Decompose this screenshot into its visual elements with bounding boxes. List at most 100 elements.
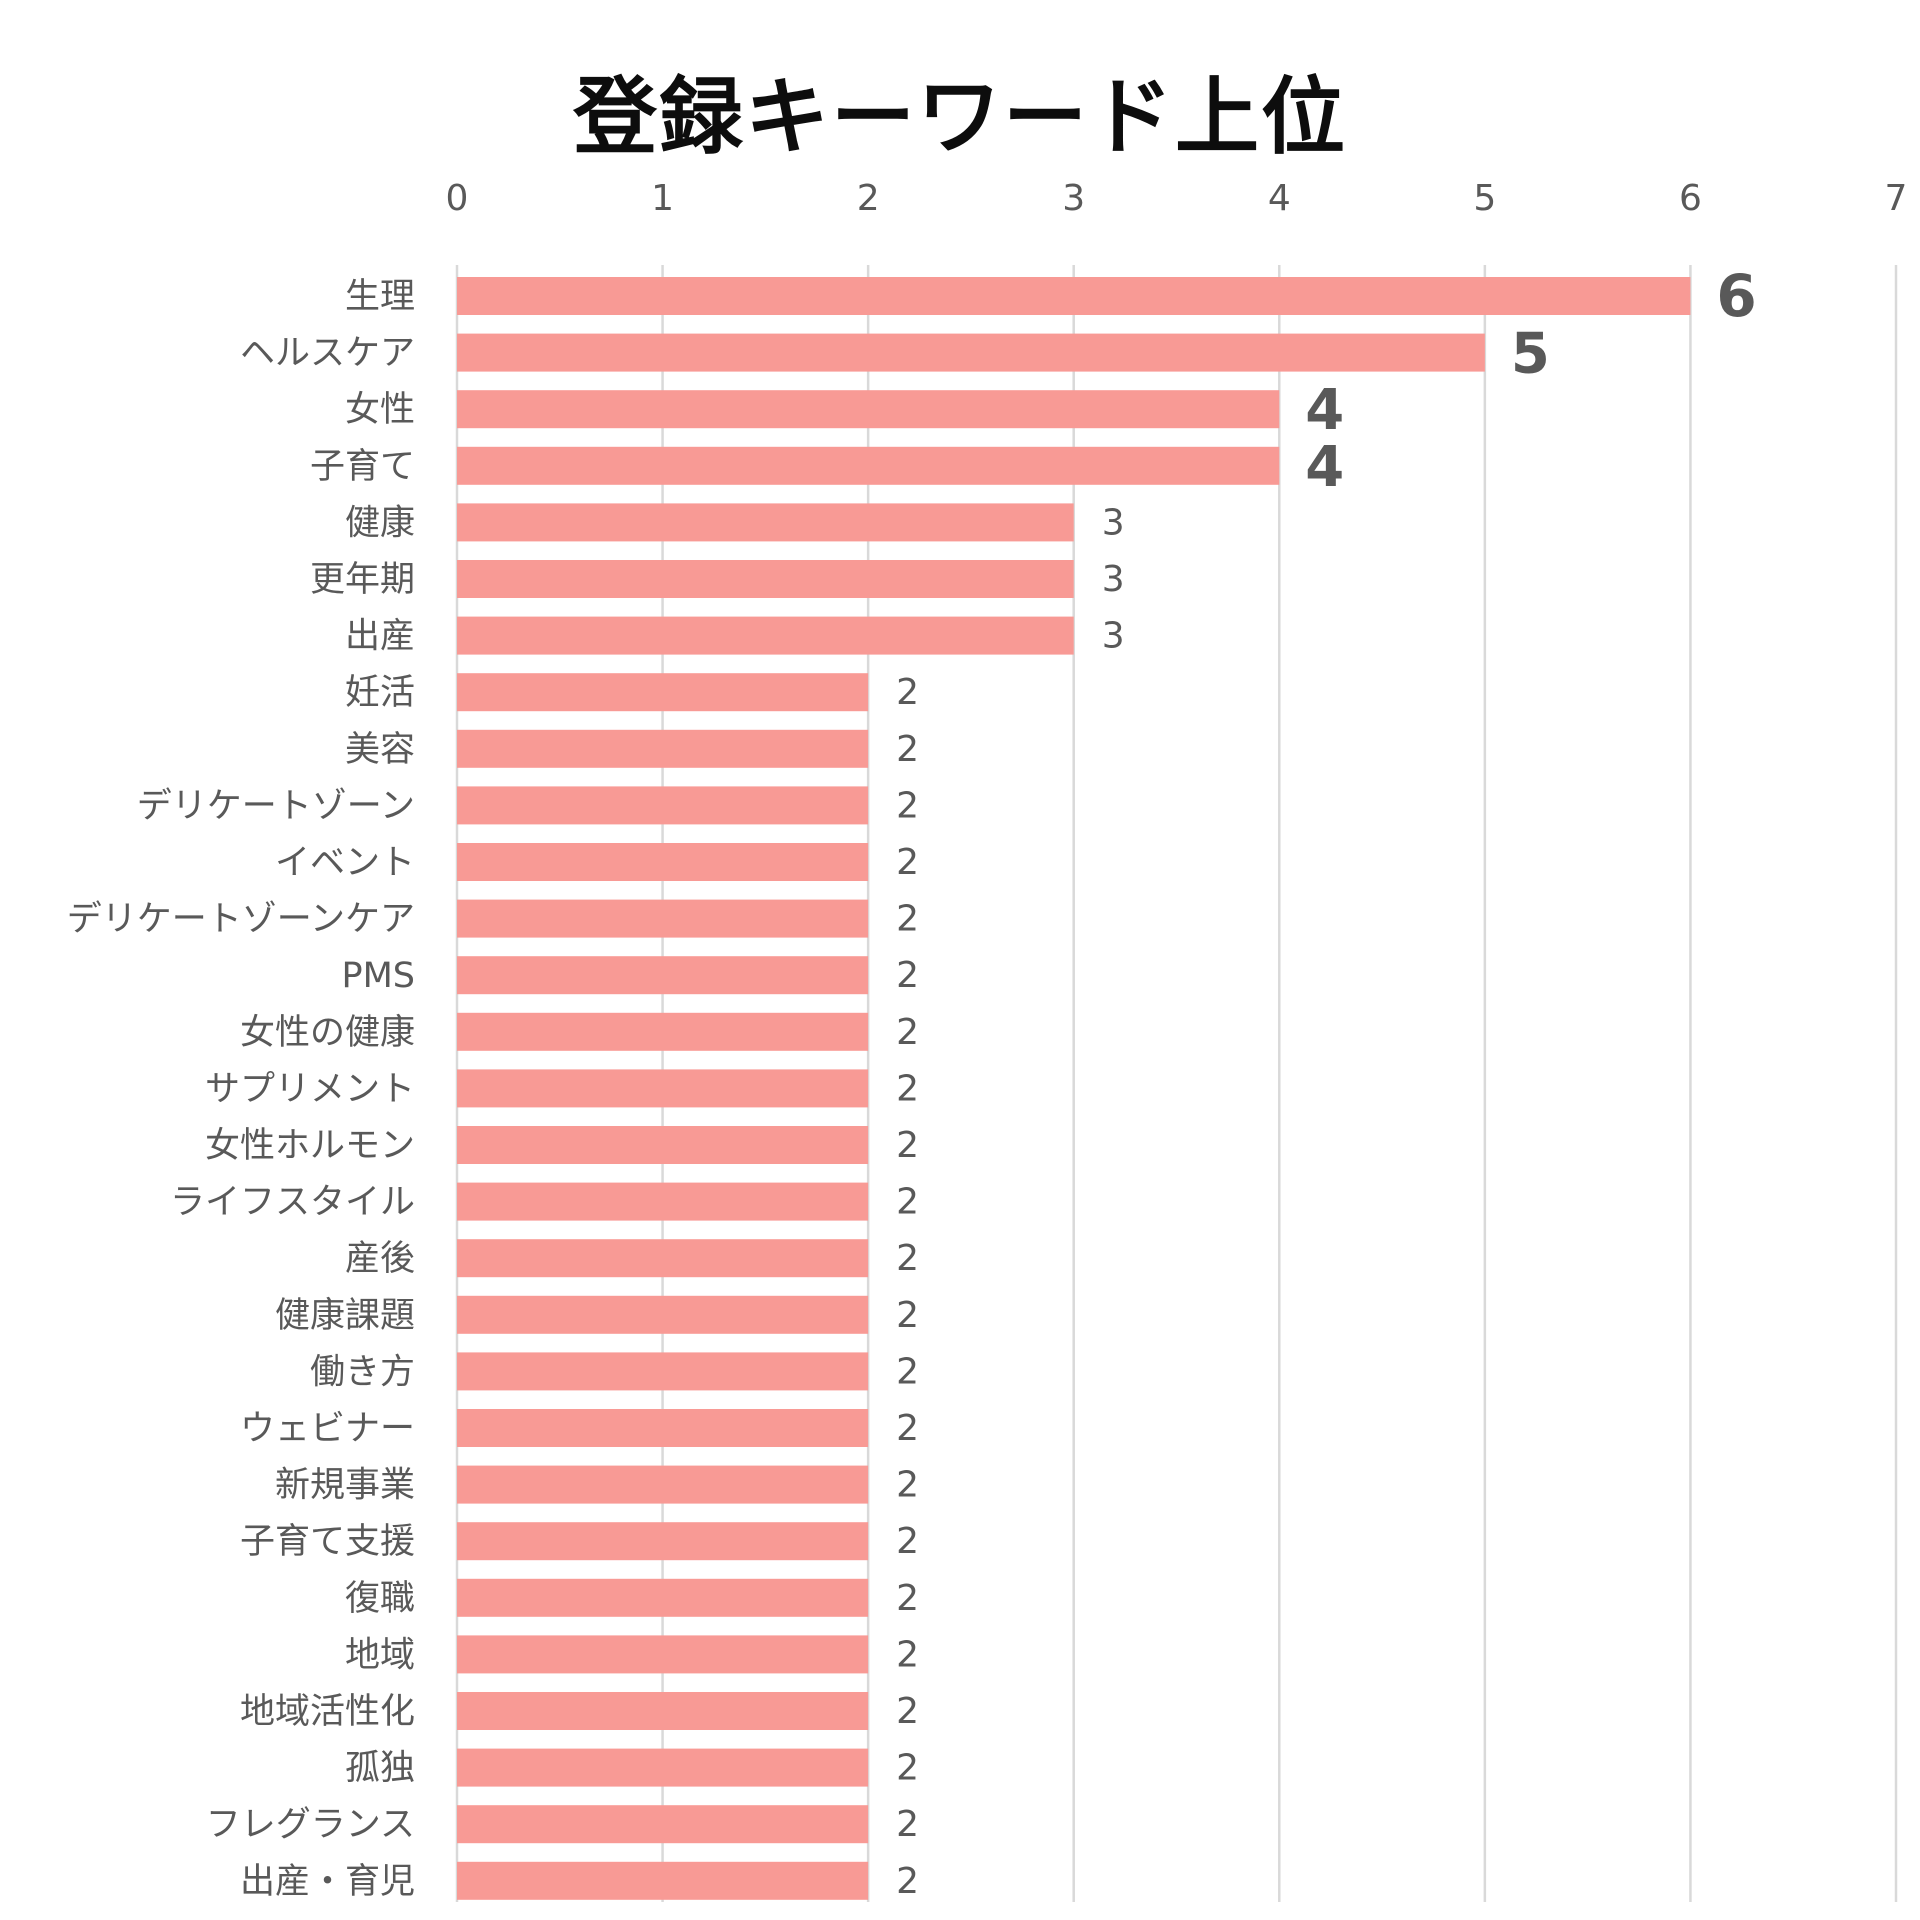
x-tick-label: 6 — [1679, 178, 1702, 219]
data-labels: 6 5 44 3 3 3 2 2 2 2 2 2 2 2 2 2 2 2 2 2 2 2 2 2 2 2 2 2 — [896, 262, 1757, 1902]
bar — [457, 1239, 869, 1278]
bar — [457, 277, 1691, 315]
bar — [457, 1182, 869, 1221]
bar — [457, 1861, 869, 1900]
chart-title: 登録キーワード上位 — [572, 68, 1347, 166]
category-label: デリケートゾーン — [137, 786, 415, 826]
bar — [457, 1465, 869, 1504]
data-label: 2 — [896, 729, 919, 770]
data-label: 4 — [1305, 435, 1344, 500]
bar — [457, 560, 1074, 598]
category-label: 女性 — [345, 390, 415, 430]
category-label: 新規事業 — [275, 1466, 415, 1506]
category-label: 女性ホルモン — [205, 1126, 415, 1166]
bar — [457, 1295, 869, 1334]
bar — [457, 786, 869, 825]
bar — [457, 1012, 869, 1051]
data-label: 3 — [1102, 559, 1125, 600]
x-tick-label: 4 — [1268, 178, 1291, 219]
data-label: 2 — [896, 1068, 919, 1109]
x-tick-label: 1 — [651, 178, 674, 219]
category-label: 孤独 — [345, 1749, 415, 1789]
data-label: 2 — [896, 1125, 919, 1166]
data-label: 2 — [896, 1861, 919, 1902]
category-label: PMS — [341, 956, 415, 996]
data-label: 2 — [896, 1465, 919, 1506]
x-axis-ticks: 0 1 2 3 4 5 6 7 — [446, 178, 1908, 219]
data-label: 2 — [896, 1012, 919, 1053]
category-label: 地域活性化 — [240, 1692, 415, 1732]
category-label: ヘルスケア — [240, 334, 415, 374]
category-label: 産後 — [345, 1239, 415, 1279]
category-label: 子育て支援 — [240, 1522, 415, 1562]
bar — [457, 1578, 869, 1617]
bar — [457, 1409, 869, 1447]
category-label: フレグランス — [206, 1805, 415, 1845]
category-label: 生理 — [345, 277, 415, 317]
bar — [457, 333, 1485, 372]
category-label: 復職 — [345, 1579, 415, 1619]
bars — [457, 277, 1691, 1900]
bar — [457, 1748, 869, 1787]
category-label: 働き方 — [310, 1352, 415, 1392]
category-label: 出産 — [345, 617, 415, 657]
bar — [457, 899, 869, 938]
data-label: 2 — [896, 1351, 919, 1392]
category-label: 女性の健康 — [240, 1013, 415, 1053]
category-label: 健康 — [345, 503, 415, 543]
bar — [457, 729, 869, 768]
category-label: 妊活 — [345, 673, 415, 713]
bar — [457, 956, 869, 995]
data-label: 3 — [1102, 616, 1125, 657]
bar — [457, 1805, 869, 1844]
data-label: 6 — [1716, 262, 1756, 330]
category-label: 子育て — [310, 447, 415, 487]
y-axis-category-labels: 生理ヘルスケア女性子育て健康更年期出産妊活美容デリケートゾーンイベントデリケート… — [67, 277, 415, 1902]
category-label: ウェビナー — [240, 1409, 415, 1449]
data-label: 2 — [896, 1804, 919, 1845]
x-tick-label: 0 — [446, 178, 469, 219]
x-tick-label: 5 — [1473, 178, 1496, 219]
bar — [457, 503, 1074, 542]
data-label: 2 — [896, 1634, 919, 1675]
data-label: 2 — [896, 785, 919, 826]
bar — [457, 446, 1280, 485]
category-label: 更年期 — [310, 560, 415, 600]
category-label: 地域 — [345, 1635, 415, 1675]
data-label: 2 — [896, 1408, 919, 1449]
bar — [457, 1635, 869, 1674]
data-label: 2 — [896, 1238, 919, 1279]
data-label: 2 — [896, 1748, 919, 1789]
x-tick-label: 7 — [1885, 178, 1908, 219]
bar — [457, 1069, 869, 1108]
category-label: 出産・育児 — [240, 1862, 415, 1902]
data-label: 3 — [1102, 502, 1125, 543]
bar — [457, 616, 1074, 655]
data-label: 2 — [896, 1578, 919, 1619]
bar — [457, 390, 1280, 429]
data-label: 2 — [896, 672, 919, 713]
bar — [457, 1692, 869, 1730]
x-tick-label: 2 — [857, 178, 880, 219]
bar — [457, 1522, 869, 1561]
category-label: 健康課題 — [275, 1296, 415, 1336]
data-label: 2 — [896, 1691, 919, 1732]
category-label: デリケートゾーンケア — [67, 900, 415, 940]
data-label: 2 — [896, 1521, 919, 1562]
data-label: 2 — [896, 1182, 919, 1223]
data-label: 4 — [1305, 378, 1344, 443]
data-label: 2 — [896, 955, 919, 996]
bar — [457, 1126, 869, 1164]
data-label: 2 — [896, 899, 919, 940]
data-label: 2 — [896, 842, 919, 883]
category-label: 美容 — [345, 730, 415, 770]
bar — [457, 843, 869, 881]
category-label: ライフスタイル — [170, 1183, 415, 1223]
category-label: イベント — [275, 843, 415, 883]
bar — [457, 673, 869, 712]
x-tick-label: 3 — [1062, 178, 1085, 219]
data-label: 5 — [1511, 322, 1550, 387]
data-label: 2 — [896, 1295, 919, 1336]
